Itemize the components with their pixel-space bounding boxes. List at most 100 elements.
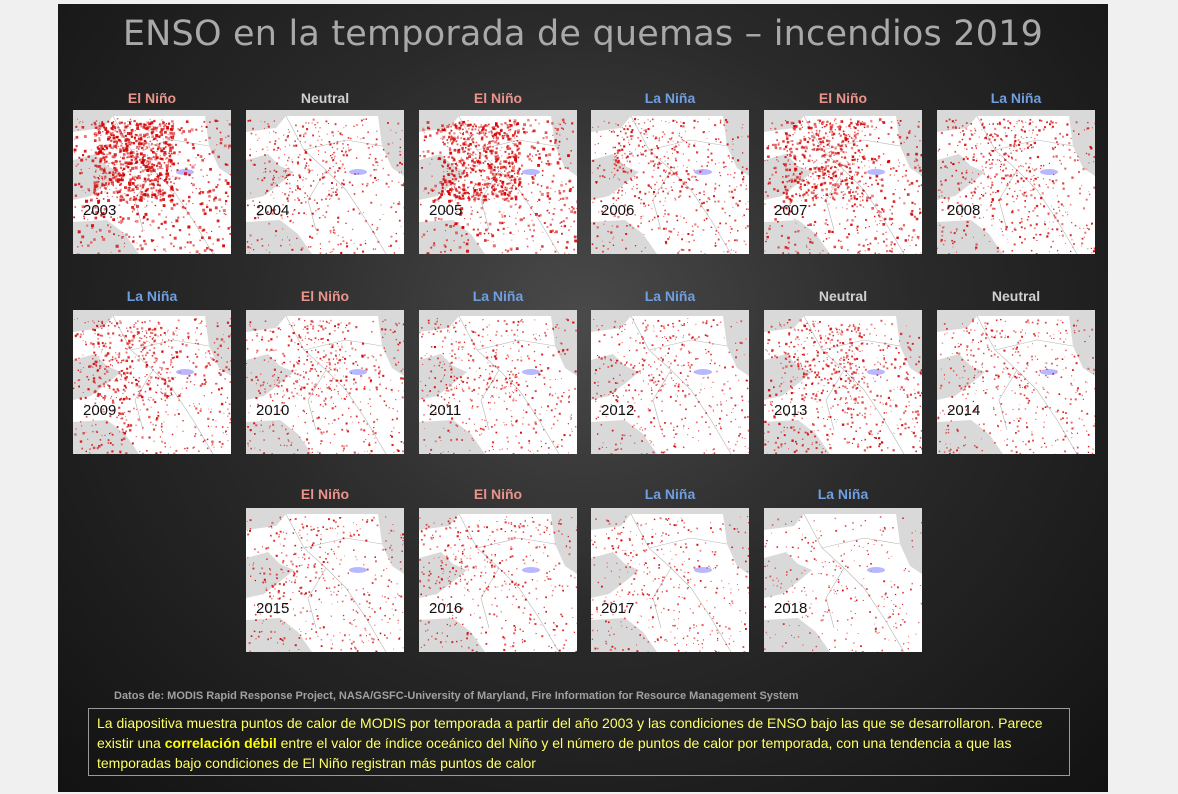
map-border <box>994 139 1074 151</box>
lake-icon <box>867 567 885 573</box>
hotspots <box>419 516 577 652</box>
map-grey-area <box>764 618 830 652</box>
fire-map-2015: 2015 <box>246 508 404 652</box>
map-grey-area <box>723 514 749 574</box>
map-graphic <box>419 508 577 652</box>
enso-label-2015: El Niño <box>300 486 350 502</box>
hotspots <box>591 118 749 254</box>
lake-icon <box>349 169 367 175</box>
year-label: 2010 <box>256 402 290 419</box>
data-credits: Datos de: MODIS Rapid Response Project, … <box>114 690 799 702</box>
map-grey-area <box>419 220 485 254</box>
fire-map-2005: 2005 <box>419 110 577 254</box>
map-border <box>285 115 387 254</box>
map-grey-area <box>419 354 467 400</box>
map-grey-area <box>551 116 577 176</box>
map-grey-area <box>937 420 1003 454</box>
map-grey-area <box>246 552 294 598</box>
map-border <box>825 369 845 431</box>
map-graphic <box>937 310 1095 454</box>
slide: ENSO en la temporada de quemas – incendi… <box>58 4 1108 792</box>
map-grey-area <box>246 508 404 530</box>
map-grey-area <box>551 316 577 376</box>
fire-map-2018: 2018 <box>764 508 922 652</box>
year-label: 2014 <box>947 402 981 419</box>
map-grey-area <box>937 110 1095 132</box>
map-grey-area <box>591 508 749 530</box>
year-label: 2008 <box>947 202 981 219</box>
map-grey-area <box>764 154 812 200</box>
enso-label-2004: Neutral <box>300 90 350 106</box>
hotspots <box>591 516 749 652</box>
map-border <box>803 115 905 254</box>
map-grey-area <box>73 354 121 400</box>
year-label: 2007 <box>774 202 808 219</box>
map-border <box>476 339 556 351</box>
map-grey-area <box>764 220 830 254</box>
map-border <box>480 567 500 629</box>
map-grey-area <box>937 354 985 400</box>
map-grey-area <box>246 618 312 652</box>
map-grey-area <box>723 116 749 176</box>
fire-map-2007: 2007 <box>764 110 922 254</box>
fire-map-2003: 2003 <box>73 110 231 254</box>
map-grey-area <box>246 154 294 200</box>
lake-icon <box>694 567 712 573</box>
year-label: 2004 <box>256 202 290 219</box>
fire-map-2004: 2004 <box>246 110 404 254</box>
hotspots <box>937 318 1095 454</box>
enso-label-2013: Neutral <box>818 288 868 304</box>
caption-box: La diapositiva muestra puntos de calor d… <box>88 708 1070 776</box>
map-grey-area <box>896 316 922 376</box>
map-grey-area <box>205 116 231 176</box>
enso-label-2005: El Niño <box>473 90 523 106</box>
lake-icon <box>176 169 194 175</box>
hotspots <box>73 118 231 254</box>
map-border <box>825 567 845 629</box>
hotspots <box>419 118 577 254</box>
year-label: 2009 <box>83 402 117 419</box>
map-border <box>821 339 901 351</box>
hotspots <box>419 318 577 454</box>
map-border <box>458 315 560 454</box>
map-border <box>803 513 905 652</box>
year-label: 2015 <box>256 600 290 617</box>
map-border <box>285 513 387 652</box>
map-grey-area <box>591 420 657 454</box>
map-grey-area <box>764 310 922 332</box>
map-grey-area <box>246 420 312 454</box>
lake-icon <box>1040 169 1058 175</box>
map-border <box>994 339 1074 351</box>
year-label: 2017 <box>601 600 635 617</box>
map-border <box>307 567 327 629</box>
year-label: 2016 <box>429 600 463 617</box>
fire-map-2009: 2009 <box>73 310 231 454</box>
hotspots <box>73 318 231 454</box>
lake-icon <box>522 567 540 573</box>
map-graphic <box>73 310 231 454</box>
map-border <box>480 369 500 431</box>
enso-label-2007: El Niño <box>818 90 868 106</box>
map-grey-area <box>378 514 404 574</box>
map-graphic <box>591 310 749 454</box>
fire-map-2012: 2012 <box>591 310 749 454</box>
fire-map-2017: 2017 <box>591 508 749 652</box>
map-grey-area <box>246 310 404 332</box>
map-border <box>648 339 728 351</box>
map-grey-area <box>419 552 467 598</box>
map-grey-area <box>1069 316 1095 376</box>
fire-map-2011: 2011 <box>419 310 577 454</box>
map-grey-area <box>378 116 404 176</box>
hotspots <box>764 319 922 454</box>
hotspots <box>937 118 1095 254</box>
map-grey-area <box>764 110 922 132</box>
map-border <box>998 369 1018 431</box>
year-label: 2018 <box>774 600 808 617</box>
fire-map-2010: 2010 <box>246 310 404 454</box>
hotspots <box>764 516 922 652</box>
map-border <box>134 369 154 431</box>
map-grey-area <box>73 420 139 454</box>
map-border <box>821 139 901 151</box>
map-grey-area <box>591 154 639 200</box>
map-grey-area <box>591 552 639 598</box>
